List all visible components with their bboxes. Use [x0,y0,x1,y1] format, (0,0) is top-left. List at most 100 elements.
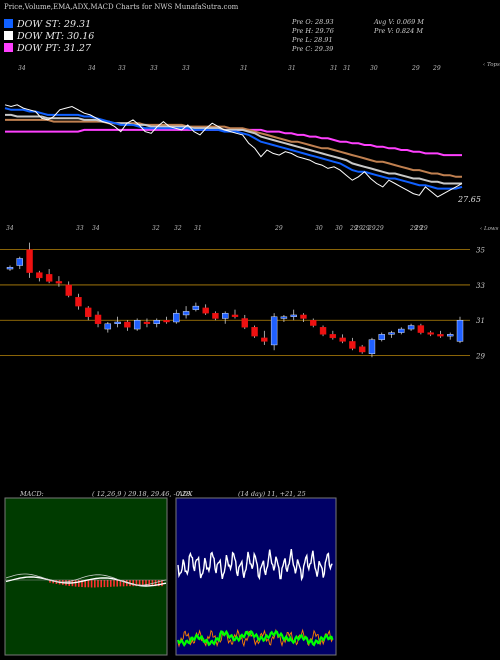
candle-body [6,267,14,270]
line-ema-long [5,118,462,178]
candle-body [251,327,258,337]
candle-body [173,312,180,323]
candle-body [114,321,121,324]
top-tick-label: 34 [88,65,96,72]
top-tick-label: 30 [370,65,378,72]
candle-body [241,318,248,328]
candle-body [163,320,170,323]
candle-body [310,320,317,326]
bottom-tick-label: 34 [6,225,14,232]
candle-body [417,325,425,333]
line-ema-mid [5,113,462,185]
candle-body [319,327,327,335]
candle-body [261,337,268,342]
legend-label: DOW PT: 31.27 [17,43,91,54]
bottom-tick-label: 29 [419,225,428,232]
candle-body [407,325,415,330]
candle-body [300,314,307,319]
bottom-tick-label: 33 [76,225,84,232]
bottom-tick-label: 29 [354,225,363,232]
legend-label: DOW MT: 30.16 [17,31,95,42]
legend-swatch-pink [4,43,13,52]
level-label: 33 [476,282,485,290]
bottom-tick-label: 32 [152,225,160,232]
candle-body [222,312,229,319]
adx-params: (14 day) 11, +21, 25 [238,490,306,498]
candle-body [290,314,297,317]
lows-label: ‹ Lows [480,226,499,232]
candle-body [329,334,337,339]
candle-body [358,346,366,353]
legend-dow-st: DOW ST: 29.31 [4,19,91,30]
top-tick-label: 29 [411,65,420,72]
candle-body [124,321,131,328]
candle-body [437,334,444,337]
candle-body [26,249,33,273]
bottom-tick-label: 30 [335,225,343,232]
candle-body [36,272,43,279]
bottom-tick-label: 29 [274,225,283,232]
quote-prev-close: Pre C: 29.39 [292,45,334,53]
candle-body [143,321,151,324]
candle-body [398,328,405,333]
legend-swatch-white [4,31,13,40]
top-tick-label: 31 [288,65,296,72]
candle-body [447,334,454,337]
candle-body [368,339,376,354]
tops-label: ‹ Tops [483,62,500,68]
adx-line [176,629,334,648]
adx-panel-bg [175,497,337,656]
bottom-tick-label: 34 [92,225,100,232]
quote-prev-low: Pre L: 28.91 [292,36,333,44]
legend-dow-pt: DOW PT: 31.27 [4,43,91,54]
quote-prev-open: Pre O: 28.93 [292,18,334,26]
top-tick-label: 34 [18,65,26,72]
bottom-tick-label: 29 [367,225,376,232]
line-ema-short [4,107,463,190]
macd-title: MACD: [20,490,44,498]
chart-title: Price,Volume,EMA,ADX,MACD Charts for NWS… [4,3,239,11]
candle-body [378,334,385,340]
level-label: 35 [476,247,485,255]
candle-body [456,320,464,342]
legend-label: DOW ST: 29.31 [17,19,92,30]
candle-body [280,316,288,319]
bottom-tick-label: 30 [315,225,323,232]
top-tick-label: 31 [343,65,351,72]
candle-body [212,312,219,319]
candle-body [45,274,53,282]
candle-body [75,297,82,307]
adx-plus-di-line [177,549,333,582]
bottom-tick-label: 29 [414,225,423,232]
bottom-tick-label: 29 [349,225,358,232]
macd-params: ( 12,26,9 ) 29.18, 29.46, -0.28 [92,490,191,498]
candle-body [65,284,72,296]
candle-body [85,307,92,317]
candle-body [16,258,23,266]
level-label: 31 [476,317,485,325]
candle-body [349,341,356,349]
legend-dow-mt: DOW MT: 30.16 [4,31,94,42]
top-tick-label: 33 [182,65,190,72]
quote-avg-volume: Avg V: 0.069 M [374,18,424,26]
candle-body [104,323,112,330]
candle-body [202,307,209,314]
last-price-label: 27.65 [457,195,481,204]
candle-body [339,337,346,342]
candle-body [388,332,395,335]
candle-body [55,281,63,284]
candle-body [153,320,160,324]
candle-body [182,311,190,316]
candle-body [94,314,102,324]
level-label: 29 [475,353,485,361]
line-ema-pink [5,128,462,157]
bottom-tick-label: 32 [174,225,182,232]
top-tick-label: 33 [150,65,158,72]
bottom-tick-label: 29 [375,225,384,232]
candle-body [231,314,239,317]
candle-body [427,332,434,335]
bottom-tick-label: 29 [361,225,370,232]
adx-title: ADX [178,490,193,498]
candle-body [133,320,141,330]
